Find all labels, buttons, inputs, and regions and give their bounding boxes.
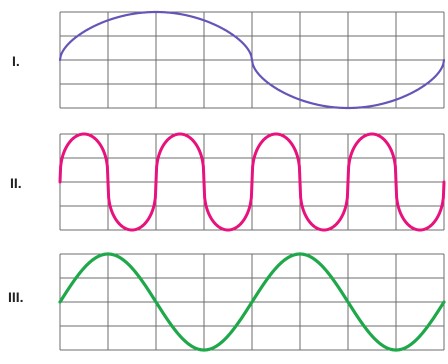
- panel-i-waveform: [58, 10, 446, 110]
- panel-i: I.: [12, 10, 446, 110]
- panel-i-label: I.: [12, 53, 20, 69]
- panel-iii: III.: [8, 252, 446, 352]
- panel-ii: II.: [10, 132, 446, 232]
- panel-i-grid: [59, 11, 445, 109]
- panel-iii-waveform: [58, 252, 446, 352]
- panel-ii-waveform: [58, 132, 446, 232]
- panel-iii-label: III.: [8, 289, 24, 305]
- panel-ii-label: II.: [10, 175, 22, 191]
